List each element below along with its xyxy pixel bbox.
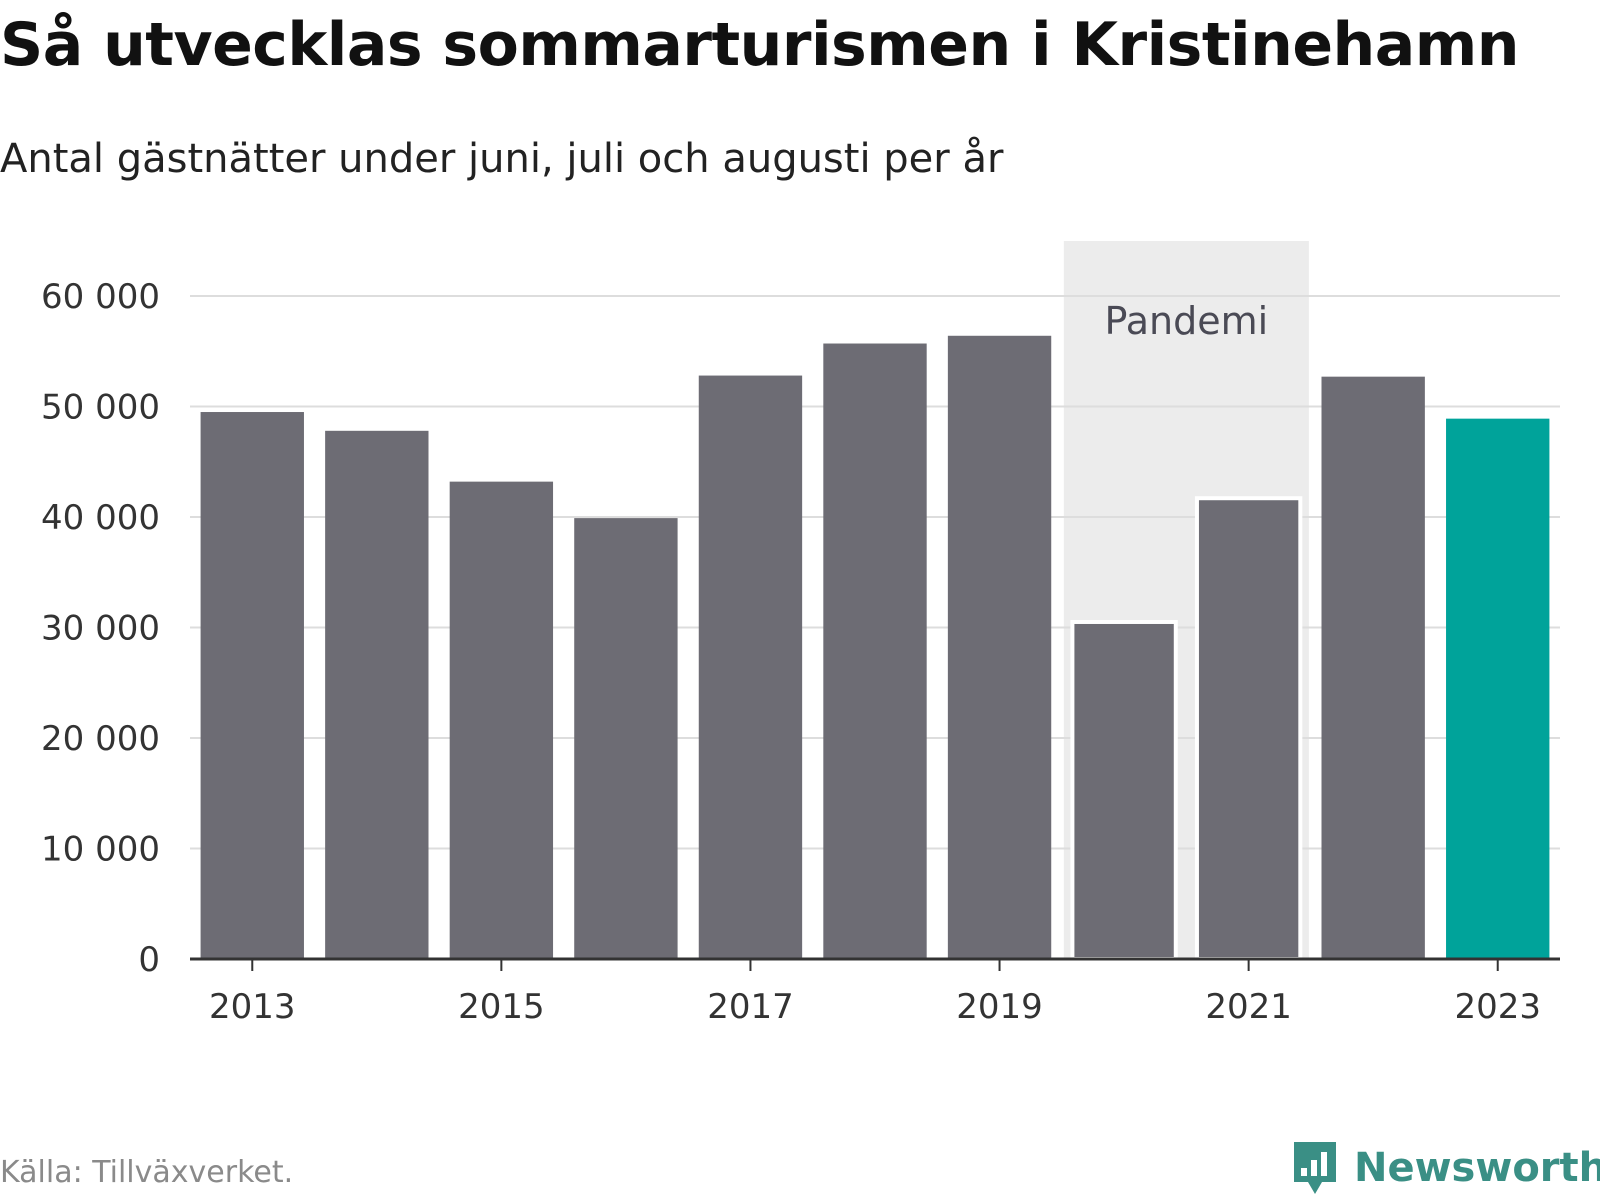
x-tick-label: 2017 — [707, 987, 794, 1027]
chart-subtitle: Antal gästnätter under juni, juli och au… — [0, 136, 1004, 182]
y-tick-label: 20 000 — [41, 719, 160, 759]
x-axis — [190, 957, 1560, 971]
bar-2019 — [947, 335, 1052, 959]
y-tick-label: 0 — [138, 940, 160, 980]
y-tick-label: 40 000 — [41, 498, 160, 538]
annotation-layer: Pandemi — [1105, 299, 1269, 343]
bars — [200, 335, 1550, 961]
bar-2020 — [1070, 619, 1178, 961]
x-tick-label: 2021 — [1205, 987, 1292, 1027]
brand-logo: Newsworthy — [1290, 1138, 1600, 1198]
x-tick-label: 2023 — [1454, 987, 1541, 1027]
brand-name: Newsworthy — [1354, 1145, 1600, 1191]
bar-chart-speech-bubble-icon — [1294, 1142, 1336, 1194]
bar-2016 — [574, 518, 678, 959]
x-axis-labels: 2013 2015 2017 2019 2021 2023 — [209, 987, 1541, 1027]
bar-2022 — [1321, 376, 1425, 959]
y-tick-label: 10 000 — [41, 830, 160, 870]
bar-2013 — [200, 412, 304, 959]
x-tick-label: 2013 — [209, 987, 296, 1027]
chart-title: Så utvecklas sommarturismen i Kristineha… — [0, 10, 1519, 80]
pandemic-label: Pandemi — [1105, 299, 1269, 343]
bar-2015 — [449, 481, 554, 959]
x-tick-label: 2015 — [458, 987, 545, 1027]
y-tick-label: 60 000 — [41, 277, 160, 317]
bar-2023 — [1446, 418, 1550, 959]
y-tick-label: 30 000 — [41, 609, 160, 649]
x-tick-label: 2019 — [956, 987, 1043, 1027]
y-tick-label: 50 000 — [41, 388, 160, 428]
bar-2018 — [823, 343, 927, 959]
y-axis-labels: 0 10 000 20 000 30 000 40 000 50 000 60 000 — [41, 277, 160, 980]
source-note: Källa: Tillväxverket. — [0, 1155, 294, 1190]
bar-2021 — [1194, 496, 1303, 961]
bar-2014 — [325, 430, 429, 959]
bar-2017 — [698, 375, 803, 959]
